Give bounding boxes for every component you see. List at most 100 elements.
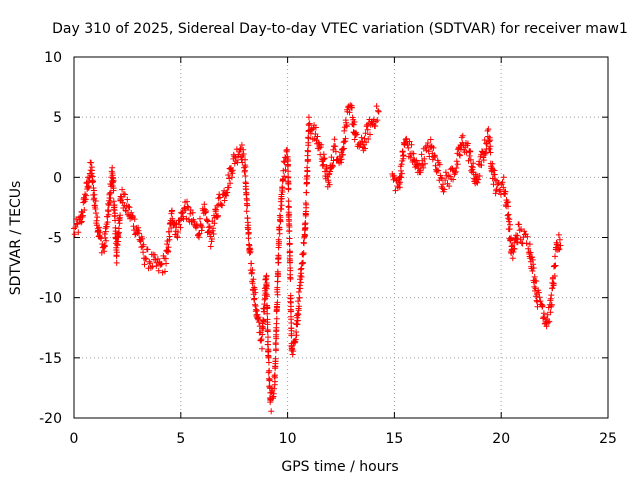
data-point	[525, 245, 532, 252]
data-point	[446, 173, 453, 180]
data-point	[530, 265, 537, 271]
data-point	[286, 211, 292, 218]
data-point	[123, 208, 130, 214]
data-point	[432, 162, 439, 169]
data-point	[274, 291, 281, 298]
data-point	[285, 185, 292, 192]
data-point	[432, 153, 438, 160]
data-point	[238, 142, 245, 148]
data-point	[154, 255, 161, 262]
data-point	[341, 127, 348, 134]
data-point	[102, 228, 109, 235]
data-point	[373, 103, 380, 110]
data-point	[165, 244, 172, 251]
data-point	[88, 159, 95, 166]
data-point	[403, 135, 410, 142]
data-point	[106, 190, 113, 197]
data-point	[514, 232, 521, 239]
data-point	[75, 229, 82, 236]
data-point	[507, 221, 513, 228]
data-point	[143, 256, 150, 262]
data-point	[421, 155, 428, 162]
data-point	[375, 107, 381, 114]
data-point	[247, 248, 254, 255]
data-point	[245, 222, 252, 229]
data-point	[265, 334, 271, 341]
data-point	[343, 123, 350, 130]
data-point	[184, 198, 190, 205]
grid	[74, 57, 608, 418]
data-point	[298, 274, 305, 280]
data-point	[265, 353, 272, 360]
data-point	[292, 336, 299, 343]
data-point	[557, 242, 564, 249]
x-tick-label: 0	[70, 431, 79, 447]
data-point	[554, 241, 561, 248]
data-point	[405, 144, 412, 151]
data-point	[550, 280, 557, 287]
data-point	[442, 177, 449, 184]
data-point	[478, 162, 485, 169]
data-point	[398, 170, 405, 177]
data-point	[151, 251, 158, 258]
data-point	[288, 308, 295, 315]
data-point	[555, 231, 562, 238]
data-point	[293, 332, 300, 339]
data-point	[101, 248, 108, 255]
data-point	[272, 347, 279, 354]
data-point	[272, 355, 279, 362]
data-point	[527, 249, 534, 256]
x-tick-label: 10	[279, 431, 297, 447]
y-tick-label: 5	[53, 110, 62, 126]
data-point	[332, 143, 339, 150]
data-point	[453, 165, 460, 171]
data-point	[288, 320, 295, 326]
data-point	[425, 148, 432, 155]
data-point	[464, 140, 471, 147]
data-point	[294, 310, 301, 317]
data-point	[103, 237, 109, 244]
data-point	[117, 212, 124, 219]
data-point	[491, 171, 498, 178]
data-point	[201, 201, 208, 208]
data-point	[264, 293, 270, 300]
data-point	[287, 267, 294, 274]
data-point	[297, 272, 304, 279]
data-point	[284, 146, 291, 153]
data-point	[457, 152, 463, 159]
data-point	[78, 219, 85, 226]
data-point	[248, 269, 255, 276]
data-point	[286, 240, 293, 247]
data-point	[546, 318, 553, 325]
data-point	[275, 271, 282, 278]
data-point	[410, 150, 417, 157]
data-point	[290, 348, 297, 355]
data-point	[166, 233, 173, 240]
data-point	[122, 191, 128, 198]
data-point	[199, 224, 206, 231]
data-point	[285, 174, 292, 180]
data-point	[184, 203, 191, 210]
data-point	[305, 148, 311, 155]
x-tick-label: 15	[385, 431, 403, 447]
data-point	[265, 348, 272, 355]
data-point	[265, 359, 272, 366]
data-point	[164, 241, 170, 248]
data-point	[406, 138, 413, 145]
data-point	[417, 169, 424, 176]
data-point	[137, 237, 144, 244]
data-point	[259, 331, 266, 338]
data-point	[552, 253, 558, 260]
data-point	[490, 181, 497, 188]
data-point	[529, 254, 536, 261]
data-point	[375, 108, 382, 115]
data-point	[104, 219, 111, 226]
data-point	[89, 167, 95, 174]
data-point	[487, 137, 493, 144]
data-point	[397, 179, 404, 186]
data-point	[442, 169, 449, 176]
data-point	[163, 260, 170, 267]
data-point	[131, 216, 138, 223]
data-point	[468, 163, 475, 170]
data-point	[398, 161, 405, 168]
